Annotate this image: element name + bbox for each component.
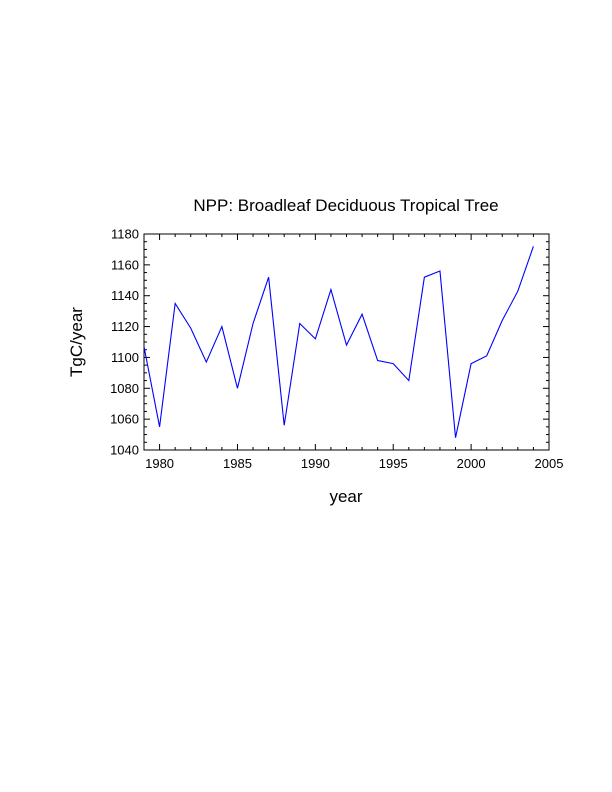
y-tick-label: 1040	[110, 443, 139, 458]
y-tick-label: 1160	[111, 257, 139, 272]
series-line	[143, 246, 534, 438]
y-tick-label: 1140	[111, 288, 139, 303]
x-tick-label: 1980	[145, 456, 174, 471]
y-axis-ticks	[144, 233, 549, 451]
y-tick-label: 1080	[110, 381, 139, 396]
x-axis-ticks	[143, 234, 550, 450]
x-tick-label: 1995	[379, 456, 408, 471]
x-axis-label: year	[329, 487, 362, 506]
x-tick-label: 2005	[535, 456, 564, 471]
y-tick-label: 1180	[111, 227, 139, 242]
y-tick-label: 1060	[110, 412, 139, 427]
x-axis-tick-labels: 1980 1985 1990 1995 2000 2005	[145, 456, 563, 471]
y-tick-label: 1100	[111, 350, 139, 365]
x-tick-label: 1990	[301, 456, 330, 471]
x-tick-label: 1985	[223, 456, 252, 471]
plot-area: 1980 1985 1990 1995 2000 2005 1040 1060 1080 110…	[110, 227, 563, 472]
y-axis-label: TgC/year	[67, 307, 86, 377]
x-tick-label: 2000	[457, 456, 486, 471]
chart-title: NPP: Broadleaf Deciduous Tropical Tree	[193, 196, 498, 215]
series-layer	[143, 246, 534, 438]
plot-frame	[143, 233, 550, 451]
y-tick-label: 1120	[111, 319, 139, 334]
y-axis-tick-labels: 1040 1060 1080 1100 1120 1140 1160 1180	[110, 227, 139, 458]
